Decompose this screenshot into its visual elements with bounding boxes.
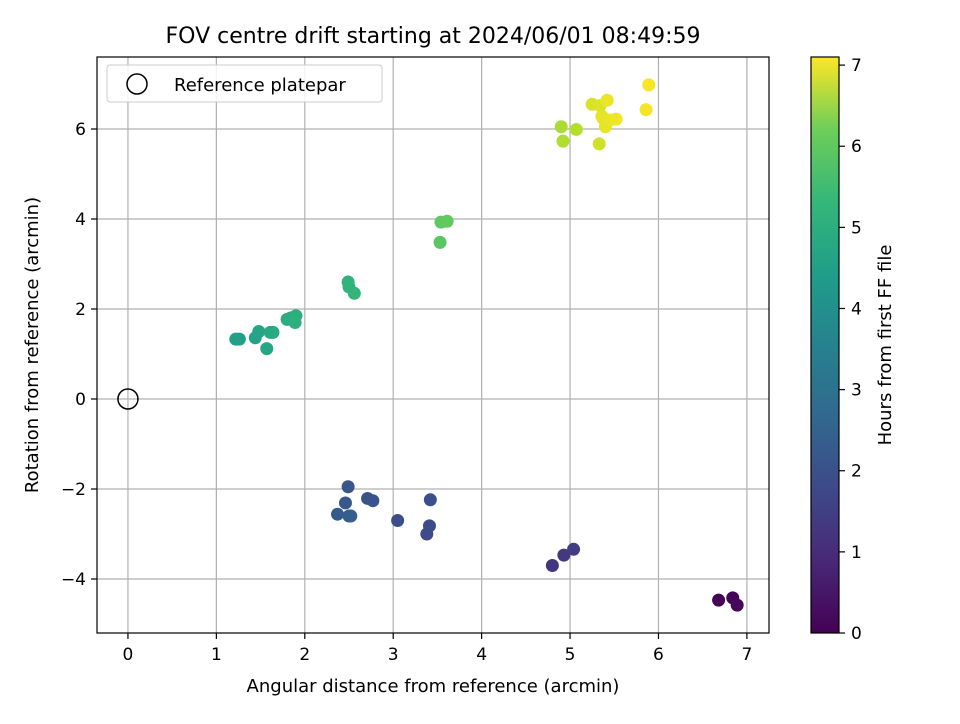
colorbar-tick-label: 4: [851, 299, 862, 319]
legend-marker-icon: [126, 73, 148, 95]
x-tick-label: 2: [299, 645, 310, 665]
x-tick-label: 5: [565, 645, 576, 665]
x-tick-label: 4: [476, 645, 487, 665]
y-tick-label: 4: [75, 210, 86, 230]
colorbar-gradient: [810, 56, 840, 634]
x-tick-label: 1: [211, 645, 222, 665]
grid: [97, 57, 769, 633]
x-axis-label: Angular distance from reference (arcmin): [247, 676, 620, 697]
colorbar-tick-label: 2: [851, 462, 862, 482]
x-tick-label: 0: [123, 645, 134, 665]
x-tick-label: 3: [388, 645, 399, 665]
data-point: [557, 548, 571, 562]
plot-frame: [96, 56, 770, 634]
x-tick-label: 6: [653, 645, 664, 665]
data-point: [556, 134, 570, 148]
colorbar-tick-label: 5: [851, 218, 862, 238]
data-point: [331, 507, 345, 521]
reference-point-marker: [117, 388, 139, 410]
data-point: [288, 316, 302, 329]
data-point: [609, 112, 623, 126]
colorbar-tick-label: 7: [851, 56, 862, 76]
chart-title: FOV centre drift starting at 2024/06/01 …: [166, 24, 701, 49]
colorbar-tick-label: 1: [851, 543, 862, 563]
y-tick-label: 2: [75, 300, 86, 320]
colorbar-tick-label: 6: [851, 137, 862, 157]
data-point: [366, 494, 380, 508]
x-axis-ticks: 0 1 2 3 4 5 6 7: [123, 633, 752, 665]
data-point: [266, 325, 280, 339]
data-point: [592, 137, 606, 151]
data-point: [639, 103, 653, 117]
data-point: [712, 593, 726, 607]
data-point: [341, 480, 355, 494]
colorbar-ticks: 0 1 2 3 4 5 6 7: [839, 56, 862, 644]
y-tick-label: 6: [75, 120, 86, 140]
data-point: [567, 542, 581, 556]
colorbar-tick-label: 3: [851, 381, 862, 401]
data-point: [260, 342, 274, 356]
data-point: [423, 493, 437, 507]
data-point: [252, 325, 266, 338]
legend-box: [106, 64, 383, 103]
data-point: [730, 598, 744, 612]
data-point: [232, 332, 246, 346]
data-points: [117, 78, 744, 612]
y-tick-label: −2: [61, 480, 86, 500]
data-point: [344, 509, 358, 523]
y-tick-label: 0: [75, 390, 86, 410]
x-tick-label: 7: [741, 645, 752, 665]
colorbar-label: Hours from first FF file: [875, 245, 896, 446]
data-point: [569, 122, 583, 136]
y-axis-ticks: −4 −2 0 2 4 6: [61, 120, 97, 590]
data-point: [422, 519, 436, 533]
data-point: [391, 514, 405, 527]
data-point: [600, 93, 614, 107]
legend: Reference platepar: [106, 64, 383, 103]
legend-entry-reference: Reference platepar: [174, 75, 346, 96]
y-tick-label: −4: [61, 570, 86, 590]
data-point: [338, 496, 352, 510]
data-point: [440, 214, 454, 228]
data-point: [642, 78, 656, 92]
y-axis-label: Rotation from reference (arcmin): [22, 197, 43, 493]
data-point: [347, 286, 361, 300]
colorbar: 0 1 2 3 4 5 6 7 Hours from first FF file: [810, 56, 896, 644]
data-point: [433, 235, 447, 249]
colorbar-tick-label: 0: [851, 624, 862, 644]
data-point: [545, 559, 559, 572]
data-point: [554, 120, 568, 134]
